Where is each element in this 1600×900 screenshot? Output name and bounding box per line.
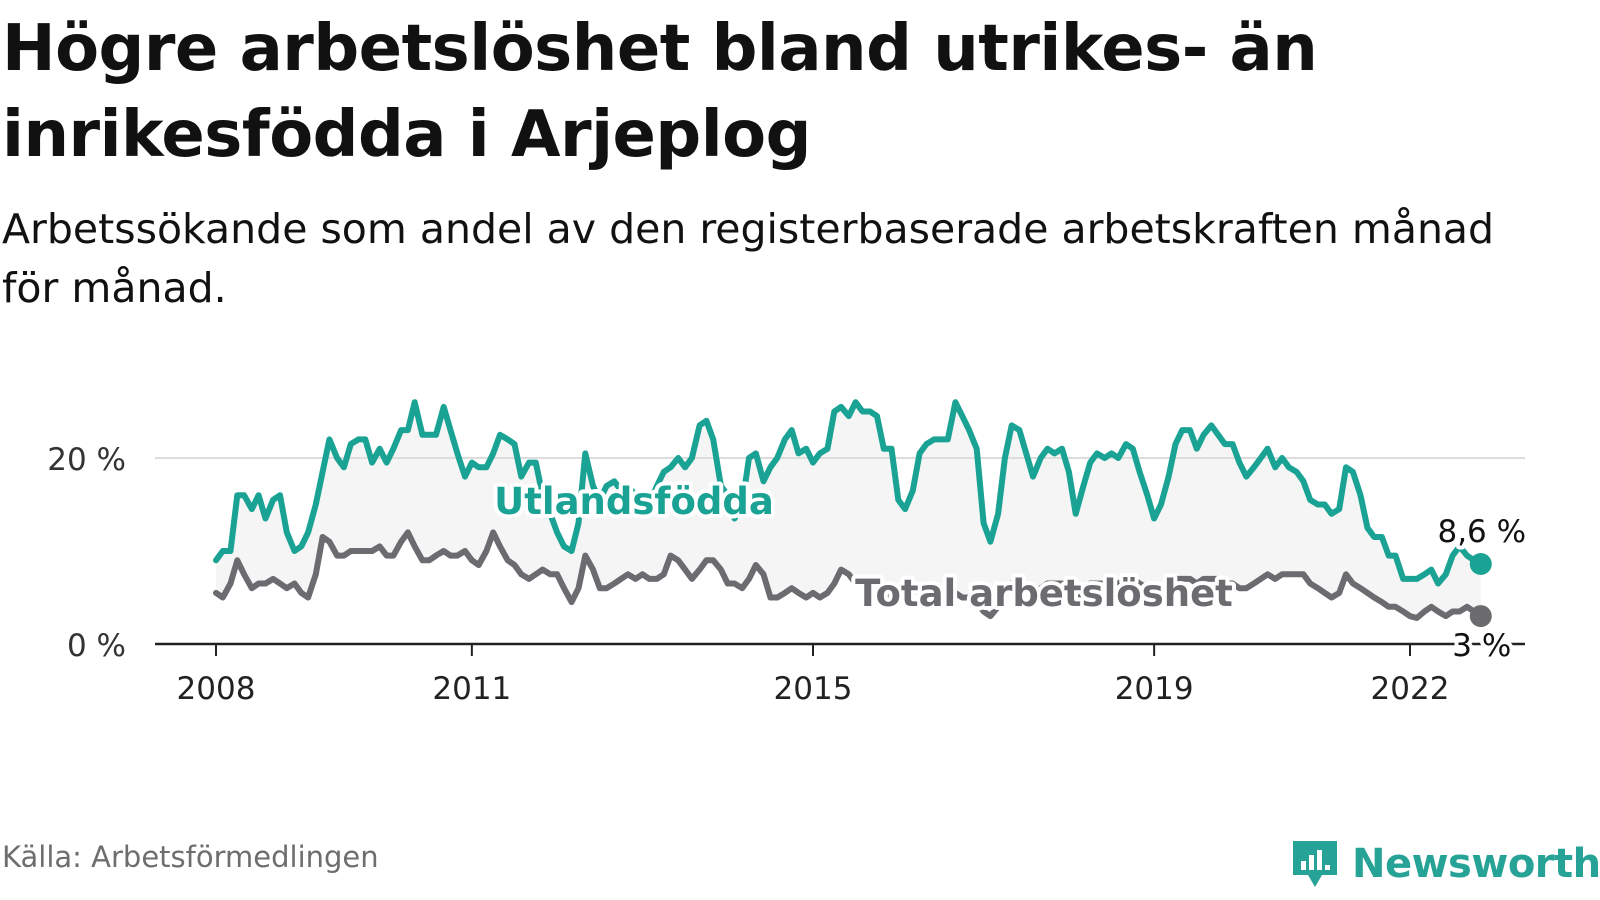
series-label-total: Total arbetslöshet [855,572,1233,615]
end-label-utlandsfodda: 8,6 % [1437,514,1526,550]
end-point-total [1469,605,1492,628]
series-label-utlandsfodda: Utlandsfödda [494,480,774,523]
source-note: Källa: Arbetsförmedlingen [2,840,379,874]
line-chart: 0 % 20 % 2008 2011 2015 2019 2022 8,6 % 3 % Utlan… [47,399,1527,707]
x-tick-label-2015: 2015 [774,671,853,707]
x-tick-label-2008: 2008 [177,671,256,707]
newsworthy-logo-icon [1293,841,1337,887]
y-tick-label-20: 20 % [47,442,126,478]
newsworthy-logo-text: Newsworthy [1352,841,1600,887]
newsworthy-logo[interactable]: Newsworthy [1290,838,1600,890]
x-tick-label-2019: 2019 [1115,671,1194,707]
x-tick-label-2022: 2022 [1371,671,1450,707]
x-tick-label-2011: 2011 [432,671,511,707]
series-line-utlandsfodda [213,399,1484,587]
y-tick-label-0: 0 % [67,628,126,664]
chart-title: Högre arbetslöshet bland utrikes- än inr… [2,12,1318,172]
series-line-total [213,529,1484,621]
end-label-total: 3 % [1452,628,1511,664]
chart-subtitle: Arbetssökande som andel av den registerb… [2,205,1495,312]
end-point-utlandsfodda [1469,553,1492,576]
gap-band [216,402,1481,618]
